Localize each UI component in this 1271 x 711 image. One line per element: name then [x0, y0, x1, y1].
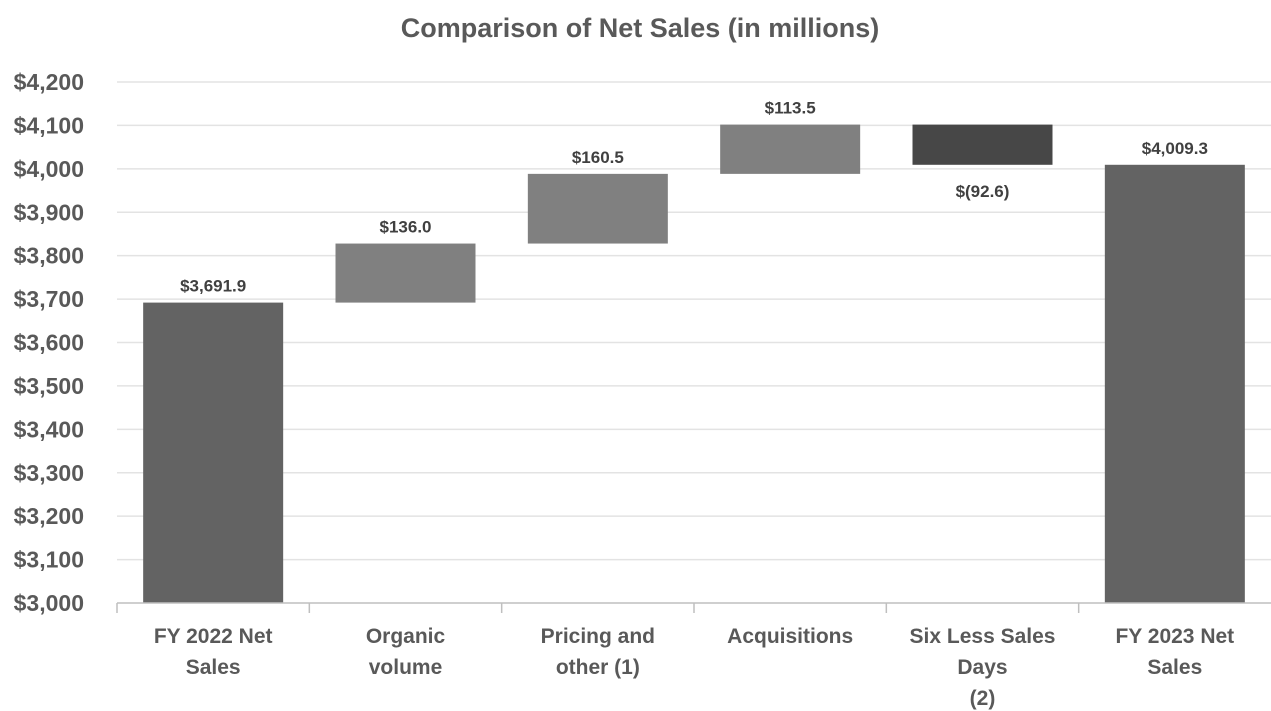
x-tick-label-line: other (1): [556, 656, 640, 679]
x-tick-label: Pricing and other (1): [541, 625, 655, 679]
data-label: $113.5: [765, 99, 816, 118]
y-tick-label: $3,200: [14, 503, 84, 529]
x-tick-label-line: Sales: [186, 656, 241, 679]
y-tick-label: $3,900: [14, 199, 84, 225]
y-tick-label: $3,800: [14, 243, 84, 269]
y-tick-label: $4,100: [14, 112, 84, 138]
chart-title: Comparison of Net Sales (in millions): [401, 13, 880, 43]
y-tick-label: $3,700: [14, 286, 84, 312]
x-tick-label-line: Days: [957, 656, 1007, 679]
x-tick-label-line: Organic: [366, 625, 446, 648]
y-tick-label: $4,000: [14, 156, 84, 182]
x-tick-label: FY 2023 Net Sales: [1115, 625, 1234, 679]
x-tick-label-line: (2): [970, 687, 996, 710]
bar: [720, 124, 861, 174]
y-tick-label: $4,200: [14, 69, 84, 95]
x-tick-label: Six Less Sales Days (2): [910, 625, 1056, 710]
x-tick-label-line: Acquisitions: [727, 625, 853, 648]
bar: [143, 302, 284, 603]
bar: [527, 173, 668, 244]
y-tick-label: $3,600: [14, 330, 84, 356]
x-tick-label-line: volume: [369, 656, 443, 679]
y-tick-label: $3,500: [14, 373, 84, 399]
data-label: $(92.6): [956, 182, 1010, 201]
gridlines: [117, 81, 1271, 561]
y-tick-label: $3,100: [14, 547, 84, 573]
y-tick-label: $3,000: [14, 590, 84, 616]
bar: [1104, 164, 1245, 603]
data-label: $3,691.9: [180, 277, 246, 296]
x-tick-label-line: Six Less Sales: [910, 625, 1056, 648]
y-tick-label: $3,400: [14, 416, 84, 442]
x-axis-ticks: FY 2022 Net Sales Organic volume Pricing and…: [154, 625, 1234, 710]
y-axis-ticks: $3,000 $3,100 $3,200 $3,300 $3,400 $3,500 $3,6…: [14, 69, 84, 616]
bar: [335, 243, 476, 303]
data-labels: $3,691.9 $136.0 $160.5 $113.5 $(92.6) $4,009.…: [180, 99, 1208, 296]
x-tick-label: Acquisitions: [727, 625, 853, 648]
y-tick-label: $3,300: [14, 460, 84, 486]
data-label: $4,009.3: [1142, 139, 1208, 158]
x-tick-label-line: FY 2022 Net: [154, 625, 273, 648]
x-tick-label-line: FY 2023 Net: [1115, 625, 1234, 648]
bar: [912, 124, 1053, 165]
bars: [143, 124, 1245, 603]
x-tick-label: FY 2022 Net Sales: [154, 625, 273, 679]
x-tick-label: Organic volume: [366, 625, 446, 679]
x-tick-label-line: Sales: [1147, 656, 1202, 679]
data-label: $136.0: [380, 218, 432, 237]
x-axis: [116, 602, 1271, 613]
x-tick-label-line: Pricing and: [541, 625, 655, 648]
data-label: $160.5: [572, 148, 624, 167]
